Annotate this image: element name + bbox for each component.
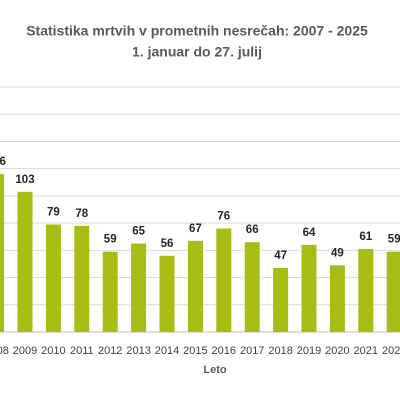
x-tick-label: 2019 xyxy=(297,345,321,357)
data-label: 67 xyxy=(189,223,202,235)
bar xyxy=(102,251,118,332)
x-tick-label: 2010 xyxy=(41,345,65,357)
data-label: 59 xyxy=(388,234,400,246)
bar xyxy=(386,251,400,332)
x-tick-label: 2009 xyxy=(13,345,37,357)
bar xyxy=(216,228,232,332)
data-label: 65 xyxy=(132,226,145,238)
bar xyxy=(74,225,90,332)
bar xyxy=(301,244,317,332)
bar xyxy=(45,224,61,332)
data-label: 76 xyxy=(217,211,230,223)
x-tick-label: 2008 xyxy=(0,345,9,357)
x-tick-label: 2014 xyxy=(155,345,179,357)
bar xyxy=(17,191,33,332)
x-tick-label: 2021 xyxy=(354,345,378,357)
data-label: 59 xyxy=(104,234,117,246)
bar xyxy=(159,255,175,332)
bar xyxy=(187,240,203,332)
x-tick-label: 2022 xyxy=(382,345,400,357)
chart-title: Statistika mrtvih v prometnih nesrečah: … xyxy=(26,23,368,39)
x-tick-label: 2015 xyxy=(183,345,207,357)
bar xyxy=(329,265,345,332)
data-label: 103 xyxy=(15,174,34,186)
bar xyxy=(131,243,147,332)
data-label: 66 xyxy=(246,224,259,236)
x-axis-label: Leto xyxy=(203,364,227,376)
x-tick-label: 2011 xyxy=(70,345,94,357)
data-label: 47 xyxy=(274,250,287,262)
x-tick-label: 2017 xyxy=(240,345,264,357)
data-label: 64 xyxy=(303,227,316,239)
bar xyxy=(244,242,260,332)
data-label: 79 xyxy=(47,207,60,219)
data-label: 116 xyxy=(0,156,6,168)
x-tick-label: 2020 xyxy=(325,345,349,357)
x-tick-label: 2013 xyxy=(126,345,150,357)
x-tick-label: 2018 xyxy=(268,345,292,357)
data-label: 49 xyxy=(331,247,344,259)
chart-subtitle: 1. januar do 27. julij xyxy=(132,44,262,60)
x-tick-label: 2016 xyxy=(212,345,236,357)
bar xyxy=(273,268,289,332)
bar xyxy=(358,248,374,332)
data-label: 78 xyxy=(75,208,88,220)
bar xyxy=(0,174,5,332)
data-label: 56 xyxy=(161,238,174,250)
data-label: 61 xyxy=(359,231,372,243)
x-tick-label: 2012 xyxy=(98,345,122,357)
